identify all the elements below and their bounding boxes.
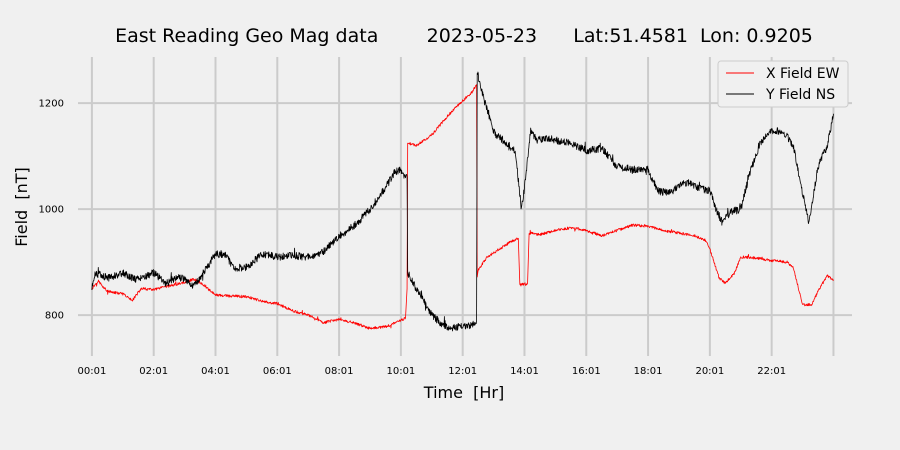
x-tick-label: 12:01 <box>448 366 477 377</box>
x-axis-ticks: 00:01 02:01 04:01 06:01 08:01 10:01 12:01 14:01… <box>77 366 786 377</box>
x-tick-label: 22:01 <box>757 366 786 377</box>
x-tick-label: 10:01 <box>386 366 415 377</box>
y-axis-label: Field [nT] <box>12 167 31 247</box>
x-tick-label: 18:01 <box>634 366 663 377</box>
x-tick-label: 04:01 <box>201 366 230 377</box>
x-axis-label: Time [Hr] <box>423 383 504 402</box>
x-tick-label: 08:01 <box>325 366 354 377</box>
y-tick-label: 1000 <box>39 205 64 216</box>
x-tick-label: 16:01 <box>572 366 601 377</box>
series-line-x-field-ew <box>91 84 834 330</box>
legend: X Field EW Y Field NS <box>717 60 849 108</box>
chart-title: East Reading Geo Mag data 2023-05-23 Lat… <box>115 25 813 47</box>
x-tick-label: 14:01 <box>510 366 539 377</box>
x-tick-label: 20:01 <box>695 366 724 377</box>
legend-label-x-field: X Field EW <box>766 66 840 82</box>
legend-label-y-field: Y Field NS <box>765 87 835 103</box>
y-tick-label: 800 <box>45 311 64 322</box>
series-line-y-field-ns <box>91 71 834 332</box>
y-axis-ticks: 800 1000 1200 <box>39 99 64 322</box>
x-tick-label: 06:01 <box>263 366 292 377</box>
y-tick-label: 1200 <box>39 99 64 110</box>
x-tick-label: 02:01 <box>139 366 168 377</box>
series-layer <box>91 71 834 332</box>
x-tick-label: 00:01 <box>77 366 106 377</box>
grid <box>78 57 852 356</box>
